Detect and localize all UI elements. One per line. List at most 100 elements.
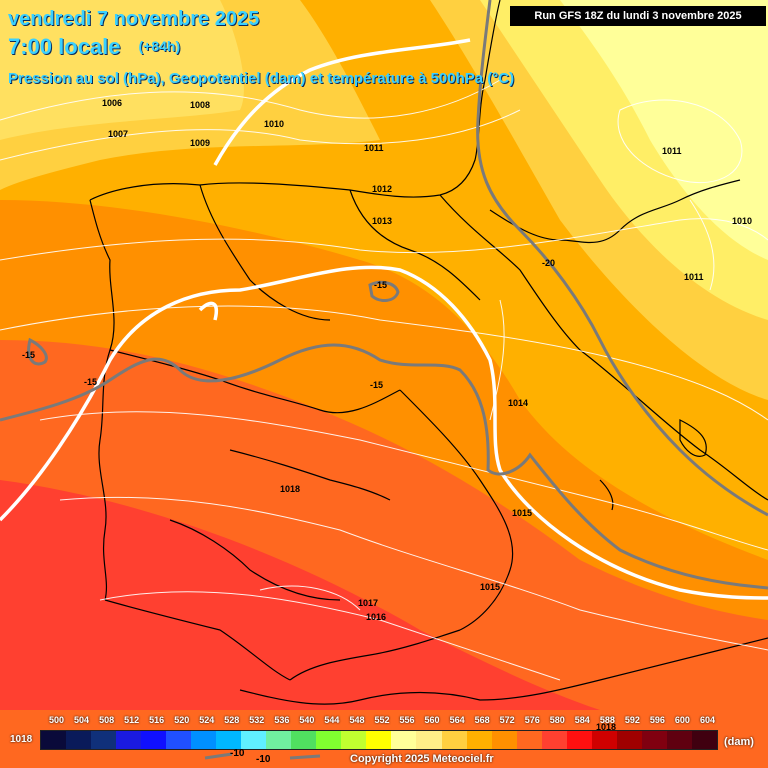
- pressure-label: 1011: [662, 146, 682, 156]
- scale-tick-label: 604: [699, 715, 715, 725]
- temperature-label: -15: [370, 380, 384, 390]
- pressure-label: 1018: [596, 722, 617, 732]
- geopotential-contours: [0, 38, 768, 600]
- scale-swatch: [116, 731, 142, 749]
- scale-swatch: [491, 731, 517, 749]
- title-time-text: 7:00 locale: [8, 34, 121, 59]
- scale-tick-label: 584: [574, 715, 590, 725]
- borders: [89, 0, 768, 705]
- temperature-label: -20: [542, 258, 556, 268]
- pressure-label: 1013: [372, 216, 393, 226]
- scale-tick-label: 588: [599, 715, 615, 725]
- temperature-label: -15: [374, 280, 388, 290]
- band-580: [0, 480, 600, 710]
- scale-tick-label: 536: [274, 715, 290, 725]
- scale-tick-label: 576: [524, 715, 540, 725]
- scale-tick-label: 540: [299, 715, 315, 725]
- pressure-label: 1018: [280, 484, 301, 494]
- scale-swatch: [616, 731, 642, 749]
- pressure-label: 1015: [480, 582, 501, 592]
- scale-tick-label: 556: [399, 715, 415, 725]
- scale-tick-label: 560: [424, 715, 440, 725]
- scale-swatch: [691, 731, 717, 749]
- scale-tick-label: 564: [449, 715, 465, 725]
- scale-swatch: [416, 731, 442, 749]
- pressure-label: 1011: [684, 272, 704, 282]
- scale-swatch: [316, 731, 342, 749]
- pressure-label: 1010: [264, 119, 285, 129]
- scale-swatch: [191, 731, 217, 749]
- pressure-label: 1010: [732, 216, 753, 226]
- scale-swatch: [541, 731, 567, 749]
- isotherms: [0, 0, 768, 590]
- pressure-label: 1014: [508, 398, 529, 408]
- scale-swatch: [441, 731, 467, 749]
- scale-unit: (dam): [724, 736, 754, 748]
- scale-tick-label: 568: [474, 715, 490, 725]
- run-info: Run GFS 18Z du lundi 3 novembre 2025: [510, 6, 766, 26]
- scale-swatch: [141, 731, 167, 749]
- scale-labels: 500 504 508 512 516 520 524 528 532 536 540 544 548 5…: [40, 715, 730, 727]
- scale-tick-label: 552: [374, 715, 390, 725]
- colour-scale: [40, 730, 718, 750]
- scale-swatch: [66, 731, 92, 749]
- pressure-label: 1011: [364, 143, 384, 153]
- band-560-nw: [0, 0, 244, 140]
- scale-swatch: [566, 731, 592, 749]
- temperature-label: -15: [22, 350, 36, 360]
- scale-swatch: [291, 731, 317, 749]
- scale-tick-label: 592: [624, 715, 640, 725]
- scale-swatch: [166, 731, 192, 749]
- title-time: 7:00 locale (+84h): [8, 34, 180, 60]
- scale-tick-label: 580: [549, 715, 565, 725]
- scale-tick-label: 544: [324, 715, 340, 725]
- scale-swatch: [516, 731, 542, 749]
- scale-tick-label: 596: [649, 715, 665, 725]
- title-date: vendredi 7 novembre 2025: [8, 8, 260, 30]
- scale-swatch: [91, 731, 117, 749]
- scale-swatch: [466, 731, 492, 749]
- scale-tick-label: 516: [149, 715, 165, 725]
- scale-tick-label: 572: [499, 715, 515, 725]
- pressure-label: 1006: [102, 98, 123, 108]
- scale-swatch: [241, 731, 267, 749]
- legend-line-samples: [204, 752, 321, 760]
- scale-tick-label: 600: [674, 715, 690, 725]
- scale-tick-label: 508: [99, 715, 115, 725]
- isobars: [0, 79, 768, 681]
- line-legend-1: -10: [230, 748, 245, 759]
- scale-swatch: [666, 731, 692, 749]
- scale-tick-label: 500: [49, 715, 65, 725]
- scale-tick-label: 532: [249, 715, 265, 725]
- title-step: (+84h): [138, 38, 181, 54]
- scale-tick-label: 520: [174, 715, 190, 725]
- copyright: Copyright 2025 Meteociel.fr: [350, 753, 494, 765]
- line-legend-2: -10: [256, 754, 271, 765]
- pressure-label: 1007: [108, 129, 129, 139]
- pressure-label: 1016: [366, 612, 387, 622]
- scale-left-value: 1018: [10, 734, 33, 745]
- scale-swatch: [341, 731, 367, 749]
- temperature-label: -15: [84, 377, 98, 387]
- subtitle: Pression au sol (hPa), Geopotentiel (dam…: [8, 70, 515, 87]
- pressure-label: 1017: [358, 598, 379, 608]
- scale-tick-label: 504: [74, 715, 90, 725]
- pressure-label: 1008: [190, 100, 211, 110]
- scale-tick-label: 528: [224, 715, 240, 725]
- pressure-label: 1015: [512, 508, 533, 518]
- scale-tick-label: 548: [349, 715, 365, 725]
- scale-swatch: [216, 731, 242, 749]
- pressure-label: 1009: [190, 138, 211, 148]
- pressure-label: 1012: [372, 184, 393, 194]
- scale-swatch: [41, 731, 67, 749]
- scale-swatch: [391, 731, 417, 749]
- band-556: [560, 0, 768, 260]
- scale-swatch: [591, 731, 617, 749]
- scale-swatch: [266, 731, 292, 749]
- scale-swatch: [641, 731, 667, 749]
- scale-tick-label: 512: [124, 715, 140, 725]
- scale-tick-label: 524: [199, 715, 215, 725]
- scale-swatch: [366, 731, 392, 749]
